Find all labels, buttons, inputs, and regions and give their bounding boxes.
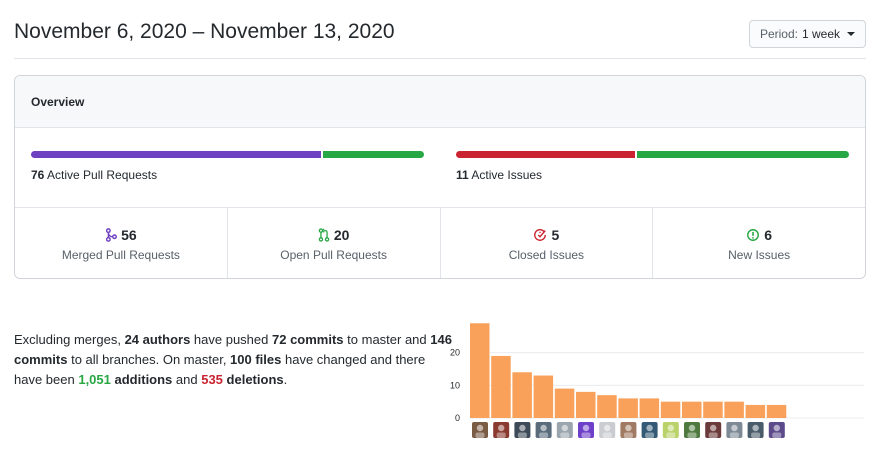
open-label: Open Pull Requests bbox=[280, 248, 387, 262]
closed-segment bbox=[456, 151, 635, 158]
contributor-bar[interactable] bbox=[597, 395, 617, 418]
stat-new-issues[interactable]: 6 New Issues bbox=[653, 208, 865, 278]
contributor-bar[interactable] bbox=[491, 355, 511, 418]
contributor-avatar[interactable] bbox=[747, 422, 764, 438]
active-pull-requests-label: 76 Active Pull Requests bbox=[31, 168, 157, 182]
active-pull-requests-count: 76 bbox=[31, 168, 45, 182]
contributor-bar[interactable] bbox=[660, 401, 681, 418]
contributor-bar[interactable] bbox=[618, 398, 638, 418]
authors-link[interactable]: 24 authors bbox=[124, 332, 191, 347]
contributor-bar[interactable] bbox=[576, 391, 596, 418]
merged-segment bbox=[31, 151, 321, 158]
segment-gap bbox=[320, 151, 323, 158]
contributor-bar[interactable] bbox=[724, 401, 744, 418]
summary-text: . bbox=[283, 372, 288, 387]
summary-text: Excluding merges, bbox=[14, 332, 125, 347]
summary-text: to master and bbox=[343, 332, 431, 347]
summary-text: have pushed bbox=[190, 332, 272, 347]
commit-summary: Excluding merges, 24 authors have pushed… bbox=[14, 330, 454, 390]
new-label: New Issues bbox=[728, 248, 791, 262]
files-changed: 100 files bbox=[230, 352, 282, 367]
active-issues-count: 11 bbox=[456, 168, 469, 182]
pull-request-icon bbox=[318, 228, 330, 242]
additions-count: 1,051 bbox=[78, 372, 111, 387]
overview-title: Overview bbox=[31, 94, 85, 109]
pull-requests-progress-bar bbox=[31, 151, 424, 158]
contributor-bar[interactable] bbox=[745, 404, 766, 418]
y-tick-label: 0 bbox=[455, 413, 460, 423]
contributor-avatar[interactable] bbox=[684, 422, 700, 438]
contributor-avatar[interactable] bbox=[768, 422, 785, 438]
contributor-avatar[interactable] bbox=[620, 422, 637, 438]
stat-closed-issues[interactable]: 5 Closed Issues bbox=[441, 208, 654, 278]
issue-closed-icon bbox=[533, 228, 547, 242]
segment-gap bbox=[634, 151, 637, 158]
contributor-avatar[interactable] bbox=[556, 422, 573, 438]
deletions-word: deletions bbox=[226, 372, 284, 387]
all-branch-commits: 146 commits bbox=[14, 332, 452, 367]
summary-text: have changed and there have been bbox=[14, 352, 426, 387]
contributor-avatar[interactable] bbox=[535, 422, 552, 438]
contributor-avatar[interactable] bbox=[472, 422, 488, 438]
closed-label: Closed Issues bbox=[508, 248, 585, 262]
new-count: 6 bbox=[764, 227, 773, 243]
contributor-bar[interactable] bbox=[470, 323, 490, 418]
contributor-avatar[interactable] bbox=[578, 422, 594, 438]
contributor-bar[interactable] bbox=[766, 404, 787, 418]
summary-text: to all branches. On master, bbox=[67, 352, 231, 367]
contributor-avatar[interactable] bbox=[599, 422, 616, 438]
y-tick-label: 20 bbox=[450, 348, 460, 358]
contributor-bar[interactable] bbox=[703, 401, 723, 418]
merge-icon bbox=[105, 228, 118, 242]
contributor-bar[interactable] bbox=[533, 375, 554, 418]
active-pull-requests-text: Active Pull Requests bbox=[47, 168, 158, 182]
active-issues-label: 11 Active Issues bbox=[456, 168, 542, 182]
caret-down-icon bbox=[847, 32, 855, 36]
contributor-avatar[interactable] bbox=[662, 422, 679, 438]
contributor-avatar[interactable] bbox=[641, 422, 658, 438]
master-commits: 72 commits bbox=[272, 332, 344, 347]
overview-header: Overview bbox=[15, 76, 865, 128]
y-tick-label: 10 bbox=[450, 380, 460, 390]
issues-summary[interactable]: 11 Active Issues bbox=[440, 128, 865, 207]
contributor-bar[interactable] bbox=[512, 372, 532, 418]
pull-requests-summary[interactable]: 76 Active Pull Requests bbox=[15, 128, 440, 207]
contributor-avatar[interactable] bbox=[493, 422, 510, 438]
overview-box: Overview 76 Active Pull Requests 11 Acti… bbox=[14, 75, 866, 279]
period-prefix: Period: bbox=[759, 27, 798, 41]
stat-merged-pull-requests[interactable]: 56 Merged Pull Requests bbox=[15, 208, 228, 278]
merged-label: Merged Pull Requests bbox=[61, 248, 180, 262]
issue-opened-icon bbox=[746, 228, 760, 242]
period-value: 1 week bbox=[801, 27, 840, 41]
additions-word: additions bbox=[114, 372, 173, 387]
merged-count: 56 bbox=[121, 227, 137, 243]
contributor-bar[interactable] bbox=[682, 401, 702, 418]
contributor-avatar[interactable] bbox=[705, 422, 722, 438]
period-dropdown-button[interactable]: Period: 1 week bbox=[748, 20, 866, 48]
issues-progress-bar bbox=[456, 151, 849, 158]
contributor-avatar[interactable] bbox=[514, 422, 531, 438]
deletions-count: 535 bbox=[201, 372, 223, 387]
summary-text: and bbox=[172, 372, 202, 387]
stats-row: 56 Merged Pull Requests 20 Open Pull Req… bbox=[15, 208, 865, 278]
open-count: 20 bbox=[333, 227, 350, 243]
new-segment bbox=[636, 151, 849, 158]
header-title: November 6, 2020 – November 13, 2020 bbox=[14, 20, 395, 43]
open-segment bbox=[322, 151, 424, 158]
contributors-bar-chart: 0 10 20 bbox=[450, 323, 864, 438]
closed-count: 5 bbox=[551, 227, 560, 243]
contributor-bar[interactable] bbox=[554, 388, 575, 418]
stat-open-pull-requests[interactable]: 20 Open Pull Requests bbox=[228, 208, 441, 278]
active-issues-text: Active Issues bbox=[471, 168, 543, 182]
activity-bars-row: 76 Active Pull Requests 11 Active Issues bbox=[15, 128, 865, 208]
header-divider bbox=[14, 58, 866, 59]
contributor-avatar[interactable] bbox=[726, 422, 743, 438]
contributor-bar[interactable] bbox=[639, 398, 660, 418]
